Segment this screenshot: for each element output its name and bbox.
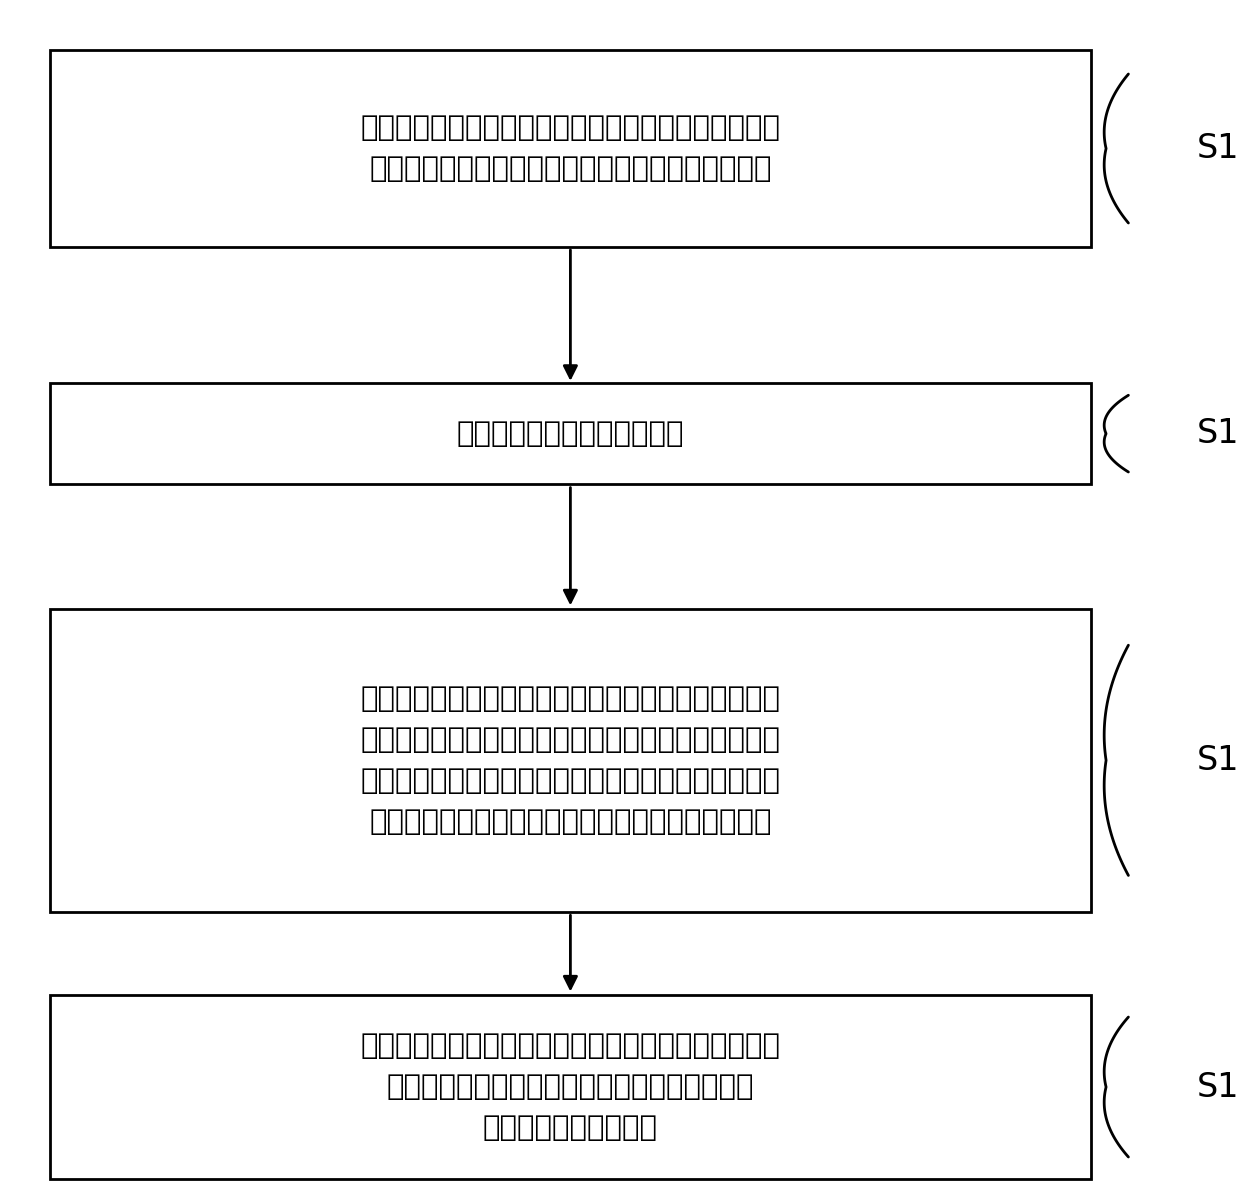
Text: S101: S101 xyxy=(1197,132,1240,165)
Text: 将多个分组发送至输入队列中: 将多个分组发送至输入队列中 xyxy=(456,419,684,448)
Text: 当判断子流发生丢包超时或路径失效时，将子流的发送
队列中的分组重新按序插入至输入队列，并将该
分组调度至其他子流中: 当判断子流发生丢包超时或路径失效时，将子流的发送 队列中的分组重新按序插入至输入… xyxy=(361,1032,780,1142)
Text: S103: S103 xyxy=(1197,744,1240,777)
FancyBboxPatch shape xyxy=(50,383,1091,485)
Text: S104: S104 xyxy=(1197,1070,1240,1104)
Text: 接收应用层的数据流，并对数据流进行划分生成多个分
组，数据流具有多条子流，每条子流均具有发送队列: 接收应用层的数据流，并对数据流进行划分生成多个分 组，数据流具有多条子流，每条子… xyxy=(361,114,780,183)
FancyBboxPatch shape xyxy=(50,996,1091,1178)
FancyBboxPatch shape xyxy=(50,609,1091,912)
Text: 当判断子流的发送队列中当前积压的分组数量小于子流
中的空闲发送窗口的大小，或子流当前正在发送的分组
数量小于子流当前的发送窗口大小时，获取输入队列中
多个分组，: 当判断子流的发送队列中当前积压的分组数量小于子流 中的空闲发送窗口的大小，或子流… xyxy=(361,684,780,836)
FancyBboxPatch shape xyxy=(50,51,1091,247)
Text: S102: S102 xyxy=(1197,417,1240,450)
